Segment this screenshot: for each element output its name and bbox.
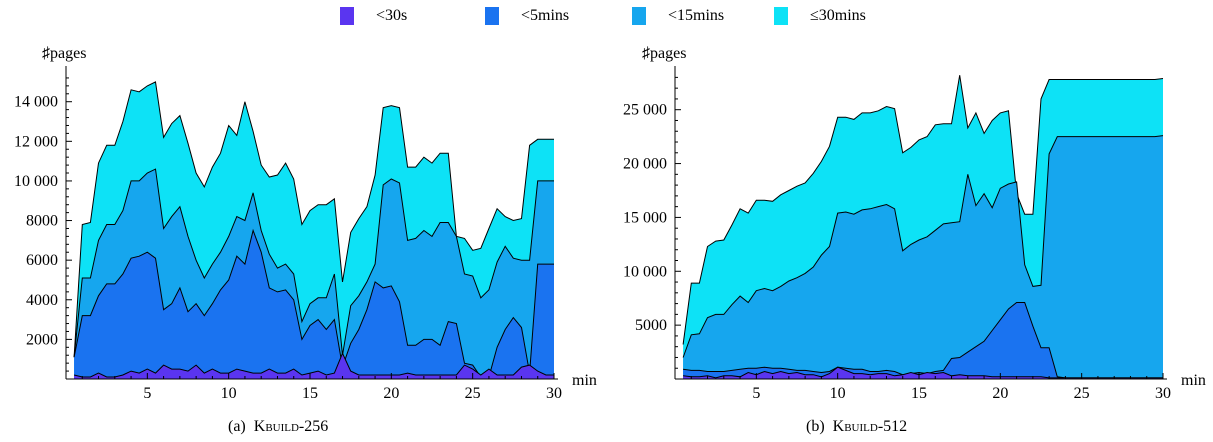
x-tick-label: 5 xyxy=(752,385,760,402)
caption-right: (b) Kbuild-512 xyxy=(806,418,907,436)
y-tick-label: 20 000 xyxy=(623,156,667,173)
y-tick-label: 8000 xyxy=(26,213,58,230)
series-line-3 xyxy=(73,168,554,358)
legend: <30s <5mins <15mins ≤30mins xyxy=(0,4,1213,28)
y-tick-label: 25 000 xyxy=(623,102,667,119)
y-tick-label: 14 000 xyxy=(14,94,58,111)
x-tick-label: 15 xyxy=(911,385,927,402)
y-tick-label: 10 000 xyxy=(14,173,58,190)
legend-item-lt5mins: <5mins xyxy=(485,6,569,26)
legend-item-lt30s: <30s xyxy=(340,6,407,26)
series-line-2 xyxy=(73,228,554,378)
x-tick-label: 30 xyxy=(1155,385,1171,402)
y-axis-label: ♯pages xyxy=(642,45,686,62)
y-tick-label: 5000 xyxy=(635,317,667,334)
chart-panel-1: 5 10 15 20 25 30 2000 4000 6000 8000 10 000 12 000 1… xyxy=(14,45,597,402)
x-axis-label: min xyxy=(572,372,597,389)
x-tick-label: 25 xyxy=(465,385,481,402)
legend-item-lt15mins: <15mins xyxy=(632,6,724,26)
series-line-1 xyxy=(73,352,554,378)
y-tick-label: 2000 xyxy=(26,331,58,348)
legend-label: ≤30mins xyxy=(810,7,866,24)
legend-swatch-lt5mins xyxy=(485,7,499,25)
caption-right-prefix: (b) xyxy=(806,418,825,435)
series-line-4 xyxy=(682,75,1164,345)
x-tick-label: 30 xyxy=(546,385,562,402)
caption-right-name: Kbuild-512 xyxy=(832,418,908,435)
y-tick-label: 10 000 xyxy=(623,263,667,280)
y-tick-label: 12 000 xyxy=(14,133,58,150)
caption-left: (a) Kbuild-256 xyxy=(228,418,328,436)
caption-left-prefix: (a) xyxy=(228,418,246,435)
x-tick-label: 20 xyxy=(992,385,1008,402)
x-tick-label: 25 xyxy=(1074,385,1090,402)
x-tick-label: 10 xyxy=(221,385,237,402)
x-tick-label: 15 xyxy=(302,385,318,402)
y-axis-label: ♯pages xyxy=(42,45,86,62)
x-tick-label: 20 xyxy=(383,385,399,402)
legend-label: <15mins xyxy=(668,7,725,24)
chart-panel-2: 5 10 15 20 25 30 5000 10 000 15 000 20 000 25 000 ♯… xyxy=(623,45,1206,402)
legend-label: <30s xyxy=(376,7,408,24)
area-series-1 xyxy=(683,367,1163,379)
y-tick-label: 4000 xyxy=(26,292,58,309)
legend-swatch-le30mins xyxy=(774,7,788,25)
x-axis-label: min xyxy=(1181,372,1206,389)
legend-swatch-lt15mins xyxy=(632,7,646,25)
area-series-1 xyxy=(74,353,554,379)
legend-swatch-lt30s xyxy=(340,7,354,25)
series-line-3 xyxy=(682,135,1164,358)
area-series-2 xyxy=(683,302,1163,379)
x-tick-label: 10 xyxy=(830,385,846,402)
area-series-2 xyxy=(74,230,554,379)
series-line-4 xyxy=(73,81,554,358)
legend-label: <5mins xyxy=(521,7,570,24)
area-series-3 xyxy=(683,135,1163,379)
caption-left-name: Kbuild-256 xyxy=(253,418,329,435)
x-tick-label: 5 xyxy=(143,385,151,402)
y-tick-label: 6000 xyxy=(26,252,58,269)
legend-item-le30mins: ≤30mins xyxy=(774,6,866,26)
y-tick-label: 15 000 xyxy=(623,209,667,226)
series-line-1 xyxy=(683,366,1163,379)
